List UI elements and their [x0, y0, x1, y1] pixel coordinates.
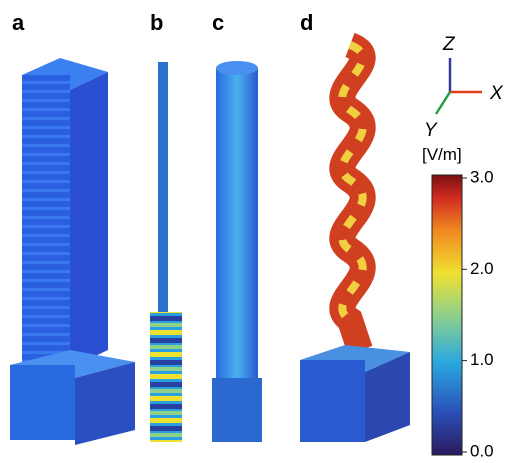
- colorbar-tick-label: 2.0: [470, 259, 494, 278]
- panel-label: a: [12, 10, 25, 35]
- panel-a-model: [10, 58, 135, 445]
- colorbar-tick-label: 0.0: [470, 441, 494, 460]
- axis-label: X: [489, 83, 504, 104]
- colorbar: [432, 175, 462, 455]
- axis-label: Z: [442, 34, 456, 55]
- figure: a b c d Z X Y [V/m] 3.0 2.0 1.0 0.0: [0, 0, 510, 463]
- colorbar-unit: [V/m]: [422, 145, 462, 164]
- panel-label: b: [150, 10, 163, 35]
- panel-label: c: [212, 10, 224, 35]
- axis-label: Y: [424, 120, 438, 141]
- colorbar-tick-label: 1.0: [470, 350, 494, 369]
- axis-triad: Z X Y: [424, 34, 504, 141]
- panel-c-model: [212, 61, 262, 442]
- panel-label: d: [300, 10, 313, 35]
- panel-b-model: [150, 62, 182, 442]
- panel-d-model: [300, 45, 410, 442]
- colorbar-tick-label: 3.0: [470, 167, 494, 186]
